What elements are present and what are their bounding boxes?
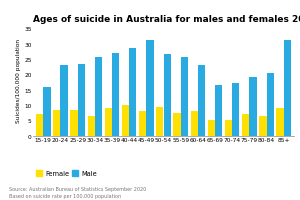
Bar [232,84,239,136]
Bar [284,41,291,136]
Bar [95,58,102,136]
Legend: Female, Male: Female, Male [36,170,97,176]
Bar [266,73,274,136]
Bar [173,113,181,136]
Bar [129,49,137,136]
Bar [277,108,284,136]
Bar [112,54,119,136]
Bar [70,110,78,136]
Bar [88,116,95,136]
Bar [105,108,112,136]
Bar [61,66,68,136]
Bar [139,112,146,136]
Bar [259,116,266,136]
Bar [122,105,129,136]
Bar [36,115,43,136]
Bar [156,107,164,136]
Text: Source: Australian Bureau of Statistics September 2020
Based on suicide rate per: Source: Australian Bureau of Statistics … [9,186,146,198]
Bar [181,58,188,136]
Bar [249,78,256,136]
Bar [208,121,215,136]
Y-axis label: Suicides/100,000 population: Suicides/100,000 population [16,39,21,123]
Bar [164,55,171,136]
Bar [242,115,249,136]
Text: Ages of suicide in Australia for males and females 2019: Ages of suicide in Australia for males a… [33,15,300,24]
Bar [146,41,154,136]
Bar [198,66,205,136]
Bar [53,110,61,136]
Bar [78,64,85,136]
Bar [225,121,232,136]
Bar [215,86,222,136]
Bar [190,112,198,136]
Bar [43,87,50,136]
